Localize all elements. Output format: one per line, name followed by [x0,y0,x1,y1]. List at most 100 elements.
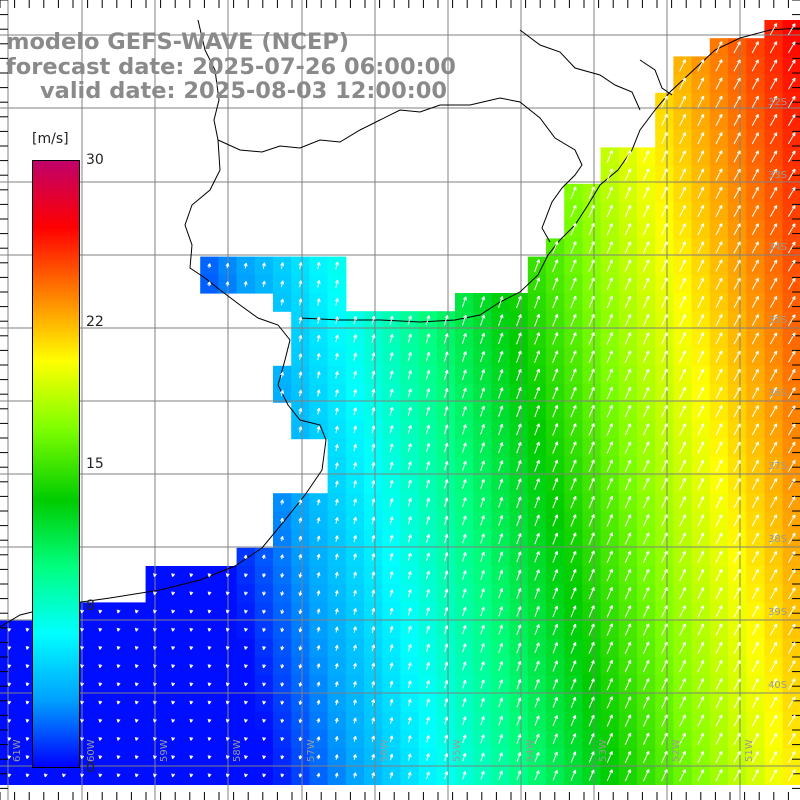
wind-arrow [244,718,248,723]
wind-arrow [498,752,503,762]
wind-arrow [733,441,741,454]
wind-arrow [715,659,723,673]
wind-arrow [298,553,303,560]
wind-arrow [606,404,613,418]
wind-arrow [769,22,778,36]
wind-arrows [7,22,796,782]
wind-arrow [371,516,376,525]
wind-arrow [80,700,85,705]
wind-arrow [334,717,339,724]
wind-arrow [316,736,321,742]
wind-arrow [642,459,650,473]
wind-arrow [116,755,121,759]
wind-arrow [353,699,357,706]
wind-arrow [624,314,632,327]
wind-arrow [425,424,431,435]
wind-arrow [787,368,796,381]
wind-arrow [80,627,85,632]
wind-arrow [661,314,668,327]
wind-arrow [733,514,741,527]
wind-arrow [98,773,103,778]
wind-arrow [715,59,723,72]
wind-arrow [389,589,394,598]
wind-arrow [642,532,650,545]
wind-arrow [316,590,321,597]
wind-arrow [570,696,577,709]
wind-arrow [751,204,759,218]
wind-arrow [733,186,741,199]
wind-arrow [407,552,412,561]
wind-arrow [316,718,321,724]
wind-arrow [116,773,121,778]
wind-arrow [444,515,449,526]
wind-arrow [715,95,723,108]
wind-arrow [25,682,30,687]
wind-arrow [480,515,485,526]
wind-arrow [769,423,778,436]
wind-arrow [588,751,595,763]
wind-arrow [407,680,412,689]
wind-arrow [462,533,467,544]
wind-arrow [697,186,705,199]
wind-arrow [498,770,503,780]
wind-arrow [280,280,285,288]
wind-arrow [769,168,778,181]
wind-arrow [534,478,540,490]
wind-arrow [588,423,595,436]
wind-arrow [552,733,558,745]
wind-arrow [334,480,339,488]
wind-arrow [389,717,394,725]
colorbar [32,160,80,768]
wind-arrow [751,132,759,145]
wind-arrow [389,516,394,525]
wind-arrow [715,204,723,218]
wind-arrow [588,459,595,473]
wind-arrow [534,770,540,781]
wind-arrow [606,659,613,673]
wind-arrow [480,770,485,780]
wind-arrow [751,477,759,491]
wind-arrow [570,368,577,382]
wind-arrow [715,405,723,418]
wind-arrow [769,77,778,90]
wind-arrow [642,150,650,163]
wind-arrow [498,533,504,544]
wind-arrow [516,387,522,399]
wind-arrow [552,259,559,272]
wind-arrow [498,423,504,436]
wind-arrow [262,627,266,632]
wind-arrow [516,441,522,454]
wind-arrow [353,334,358,343]
wind-arrow [171,736,176,741]
wind-arrow [552,496,559,509]
wind-arrow [316,389,321,397]
wind-arrow [389,571,394,579]
wind-arrow [480,679,485,689]
wind-arrow [661,259,668,272]
wind-arrow [98,609,103,614]
wind-arrow [588,696,595,709]
wind-arrow [534,368,540,381]
wind-arrow [697,441,705,454]
wind-arrow [461,387,467,399]
wind-arrow [661,423,668,436]
wind-arrow [661,150,668,163]
wind-arrow [751,696,759,709]
wind-arrow [642,204,650,218]
wind-arrow [697,514,705,527]
wind-arrow [552,313,559,327]
wind-arrow [787,605,796,618]
wind-arrow [787,714,796,727]
wind-arrow [570,386,577,400]
wind-arrow [570,660,577,672]
wind-arrow [769,314,778,327]
wind-arrow [516,368,522,381]
wind-arrow [697,277,705,290]
wind-arrow [207,645,212,650]
wind-arrow [298,682,303,687]
wind-arrow [389,370,394,380]
wind-arrow [171,591,176,596]
wind-arrow [480,533,485,544]
wind-arrow [715,678,723,691]
wind-arrow [642,477,650,491]
